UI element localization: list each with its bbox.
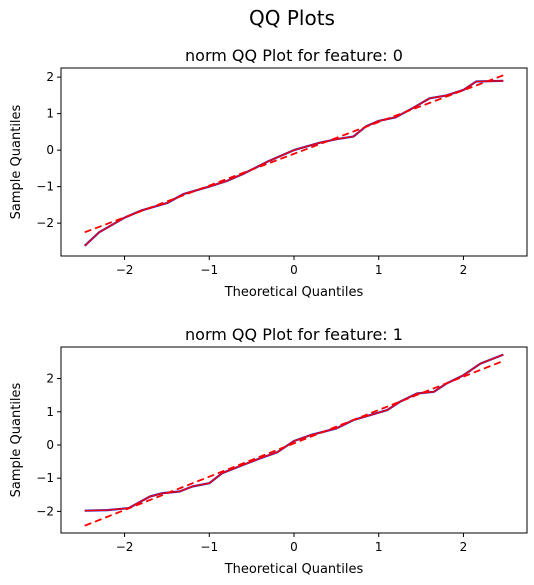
sample-quantile-overlay-line xyxy=(84,353,504,512)
panel-title: norm QQ Plot for feature: 0 xyxy=(185,46,403,65)
y-tick-label: −2 xyxy=(36,216,54,230)
x-tick-label: 2 xyxy=(460,263,468,277)
figure-title: QQ Plots xyxy=(249,6,335,30)
x-tick-label: 0 xyxy=(290,540,298,554)
sample-quantile-line xyxy=(84,353,504,512)
qq-panel-0: norm QQ Plot for feature: 0 −2 −1 0 1 2 −2 −1 0 1… xyxy=(9,46,528,300)
x-tick-label: −2 xyxy=(116,540,134,554)
y-tick-label: 0 xyxy=(46,438,54,452)
y-tick-label: 2 xyxy=(46,70,54,84)
reference-line xyxy=(84,360,504,527)
x-axis-label: Theoretical Quantiles xyxy=(224,285,364,300)
y-tick-label: −1 xyxy=(36,471,54,485)
x-tick-label: −1 xyxy=(200,263,218,277)
y-tick-label: 1 xyxy=(46,107,54,121)
y-axis-label: Sample Quantiles xyxy=(9,104,24,219)
y-tick-label: 1 xyxy=(46,405,54,419)
x-tick-label: 2 xyxy=(460,540,468,554)
panel-title: norm QQ Plot for feature: 1 xyxy=(185,325,403,344)
qq-panel-1: norm QQ Plot for feature: 1 −2 −1 0 1 2 −2 −1 0 1… xyxy=(9,325,528,577)
y-tick-label: 2 xyxy=(46,372,54,386)
reference-line xyxy=(84,74,504,234)
y-tick-label: −1 xyxy=(36,180,54,194)
plot-frame xyxy=(60,346,528,534)
sample-quantile-line xyxy=(83,79,504,247)
x-tick-label: 1 xyxy=(375,263,383,277)
y-tick-label: −2 xyxy=(36,504,54,518)
sample-quantile-overlay-line xyxy=(84,80,504,247)
y-tick-label: 0 xyxy=(46,143,54,157)
x-tick-label: −1 xyxy=(200,540,218,554)
x-axis-label: Theoretical Quantiles xyxy=(224,562,364,577)
plot-frame xyxy=(60,67,528,257)
y-axis-label: Sample Quantiles xyxy=(9,382,24,497)
x-tick-label: 0 xyxy=(290,263,298,277)
x-tick-label: 1 xyxy=(375,540,383,554)
x-tick-label: −2 xyxy=(116,263,134,277)
